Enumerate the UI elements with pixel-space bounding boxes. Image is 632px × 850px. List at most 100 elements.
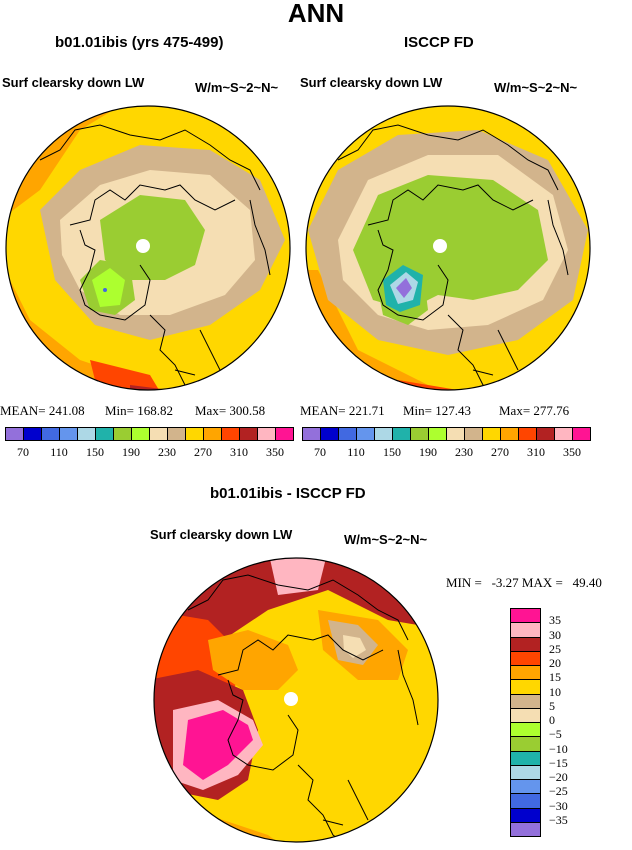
colorbar-swatch xyxy=(510,636,541,652)
colorbar-swatch xyxy=(239,427,258,441)
panel2-max: Max= 277.76 xyxy=(499,403,570,418)
colorbar-swatch xyxy=(510,779,541,795)
colorbar-swatch xyxy=(518,427,537,441)
diff-stats: MIN = -3.27 MAX = 49.40 xyxy=(446,575,602,590)
panel1-max: Max= 300.58 xyxy=(195,403,266,418)
colorbar-swatch xyxy=(149,427,168,441)
colorbar-swatch xyxy=(510,722,541,738)
colorbar-swatch xyxy=(41,427,60,441)
colorbar-swatch xyxy=(572,427,591,441)
colorbar-tick-label: 310 xyxy=(230,445,248,459)
colorbar-swatch xyxy=(320,427,339,441)
colorbar-swatch xyxy=(23,427,42,441)
colorbar-tick-label: 15 xyxy=(549,670,561,685)
colorbar-difference xyxy=(510,608,541,837)
colorbar-swatch xyxy=(59,427,78,441)
colorbar-panel1-labels: 70 110 150 190 230 270 310 350 xyxy=(5,445,293,461)
colorbar-swatch xyxy=(464,427,483,441)
colorbar-swatch xyxy=(510,764,541,780)
colorbar-tick-label: 150 xyxy=(383,445,401,459)
colorbar-swatch xyxy=(428,427,447,441)
colorbar-tick-label: −5 xyxy=(549,727,562,742)
colorbar-tick-label: 10 xyxy=(549,684,561,699)
colorbar-tick-label: 350 xyxy=(266,445,284,459)
colorbar-tick-label: 150 xyxy=(86,445,104,459)
map-panel1 xyxy=(5,105,291,391)
colorbar-swatch xyxy=(510,665,541,681)
colorbar-panel2 xyxy=(302,427,591,441)
colorbar-swatch xyxy=(338,427,357,441)
colorbar-swatch xyxy=(95,427,114,441)
colorbar-tick-label: 20 xyxy=(549,656,561,670)
colorbar-swatch xyxy=(510,608,541,624)
diff-variable: Surf clearsky down LW xyxy=(150,527,293,542)
colorbar-swatch xyxy=(410,427,429,441)
colorbar-tick-label: 110 xyxy=(50,445,68,459)
colorbar-swatch xyxy=(113,427,132,441)
colorbar-swatch xyxy=(510,750,541,766)
colorbar-swatch xyxy=(392,427,411,441)
colorbar-swatch xyxy=(510,707,541,723)
colorbar-swatch xyxy=(510,650,541,666)
colorbar-tick-label: 350 xyxy=(563,445,581,459)
colorbar-tick-label: 110 xyxy=(347,445,365,459)
colorbar-tick-label: 0 xyxy=(549,713,555,727)
colorbar-tick-label: −15 xyxy=(549,755,568,770)
colorbar-swatch xyxy=(510,736,541,752)
colorbar-tick-label: −25 xyxy=(549,784,568,799)
colorbar-tick-label: 70 xyxy=(17,445,29,459)
panel1-variable: Surf clearsky down LW xyxy=(2,75,145,90)
panel2-units: W/m~S~2~N~ xyxy=(494,80,578,95)
panel2-mean: MEAN= 221.71 xyxy=(300,403,385,418)
colorbar-swatch xyxy=(510,807,541,823)
colorbar-tick-label: −20 xyxy=(549,770,568,784)
diff-units: W/m~S~2~N~ xyxy=(344,532,428,547)
colorbar-swatch xyxy=(510,821,541,837)
colorbar-difference-labels: 35 30 25 20 15 10 5 0 −5 −10 −15 −20 −25 −30 −35 xyxy=(549,608,609,836)
panel1-mean: MEAN= 241.08 xyxy=(0,403,85,418)
panel2-title: ISCCP FD xyxy=(404,34,474,51)
page-title: ANN xyxy=(287,0,345,28)
colorbar-swatch xyxy=(510,622,541,638)
colorbar-swatch xyxy=(257,427,276,441)
colorbar-swatch xyxy=(510,679,541,695)
colorbar-swatch xyxy=(185,427,204,441)
colorbar-tick-label: 25 xyxy=(549,641,561,656)
colorbar-tick-label: 270 xyxy=(491,445,509,459)
colorbar-tick-label: 35 xyxy=(549,613,561,628)
colorbar-swatch xyxy=(356,427,375,441)
diff-title: b01.01ibis - ISCCP FD xyxy=(210,485,366,502)
colorbar-swatch xyxy=(131,427,150,441)
colorbar-swatch xyxy=(203,427,222,441)
colorbar-swatch xyxy=(510,693,541,709)
panel2-min: Min= 127.43 xyxy=(403,403,472,418)
colorbar-swatch xyxy=(536,427,555,441)
colorbar-swatch xyxy=(77,427,96,441)
colorbar-tick-label: 70 xyxy=(314,445,326,459)
colorbar-swatch xyxy=(446,427,465,441)
colorbar-swatch xyxy=(302,427,321,441)
colorbar-swatch xyxy=(221,427,240,441)
colorbar-tick-label: 5 xyxy=(549,698,555,713)
map-panel2 xyxy=(305,105,591,391)
colorbar-tick-label: 230 xyxy=(455,445,473,459)
colorbar-tick-label: 230 xyxy=(158,445,176,459)
colorbar-swatch xyxy=(554,427,573,441)
colorbar-swatch xyxy=(510,793,541,809)
colorbar-tick-label: 30 xyxy=(549,627,561,642)
map-difference xyxy=(153,557,439,843)
colorbar-swatch xyxy=(482,427,501,441)
colorbar-tick-label: 310 xyxy=(527,445,545,459)
panel1-title: b01.01ibis (yrs 475-499) xyxy=(55,34,224,51)
colorbar-tick-label: 190 xyxy=(419,445,437,459)
colorbar-tick-label: −35 xyxy=(549,812,568,827)
colorbar-panel1 xyxy=(5,427,294,441)
panel2-variable: Surf clearsky down LW xyxy=(300,75,443,90)
panel1-min: Min= 168.82 xyxy=(105,403,174,418)
colorbar-tick-label: −30 xyxy=(549,798,568,813)
colorbar-tick-label: 270 xyxy=(194,445,212,459)
colorbar-swatch xyxy=(5,427,24,441)
colorbar-tick-label: −10 xyxy=(549,741,568,756)
colorbar-swatch xyxy=(500,427,519,441)
colorbar-swatch xyxy=(374,427,393,441)
